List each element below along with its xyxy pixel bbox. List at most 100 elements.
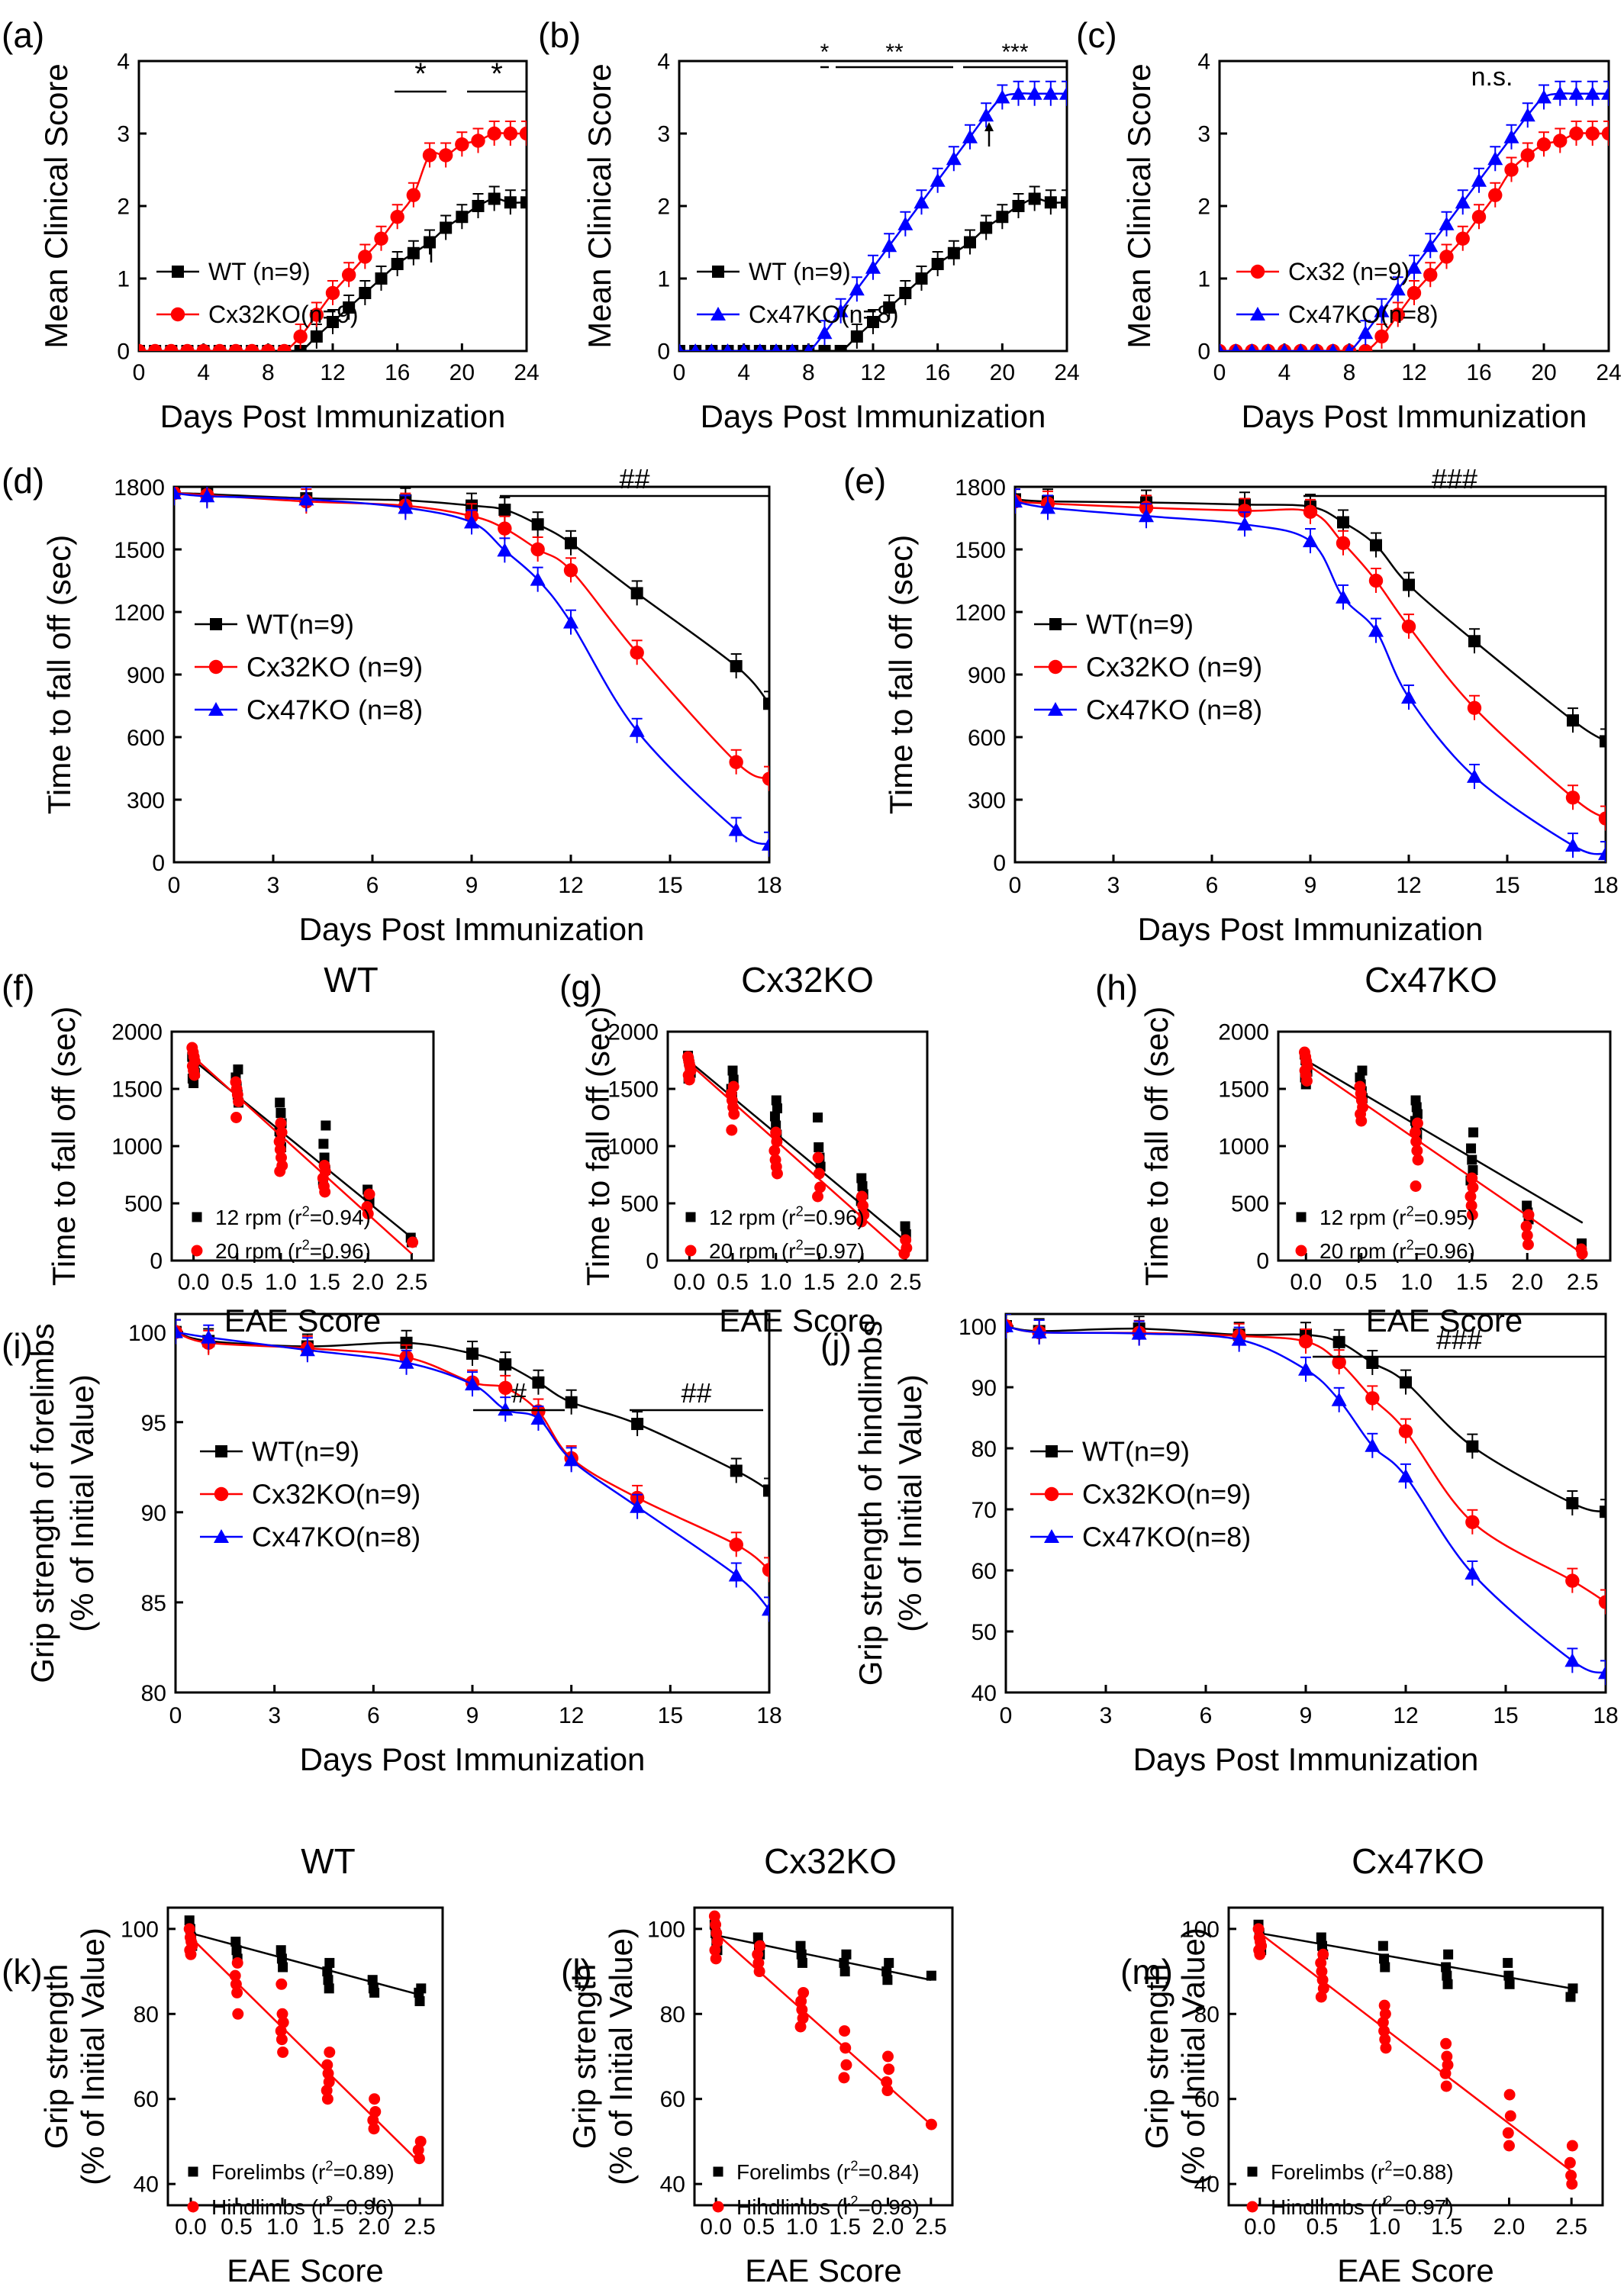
y-tick-label: 1200	[114, 601, 165, 626]
plot-area	[186, 1042, 419, 1254]
series-2-point	[1522, 1238, 1534, 1251]
series-2-point	[321, 2059, 334, 2071]
series-1-point	[531, 518, 544, 531]
series-1-point	[980, 221, 993, 234]
y-axis-title: Grip strength	[566, 1964, 602, 2150]
x-tick-label: 8	[262, 360, 275, 385]
series-2-point	[503, 126, 518, 141]
series-1-point	[771, 1095, 781, 1106]
legend-label: WT(n=9)	[246, 609, 354, 640]
series-1-point	[1380, 1962, 1390, 1973]
series-2-point	[710, 1918, 722, 1931]
x-tick-label: 0.0	[175, 2214, 207, 2240]
series-2-point	[726, 1124, 738, 1136]
series-2-point	[1379, 2034, 1391, 2046]
legend-label: Hindlimbs (r2=0.97)	[1271, 2194, 1454, 2219]
series-1-point	[1455, 231, 1470, 246]
series-1-point	[763, 1484, 769, 1497]
panel-letter: (m)	[1120, 1952, 1173, 1992]
legend-name: 20 rpm (r	[1320, 1239, 1406, 1263]
x-tick-label: 0.0	[1290, 1270, 1322, 1295]
y-tick-label: 1	[117, 267, 130, 292]
series-1-point	[899, 287, 912, 299]
legend-marker	[712, 266, 724, 278]
legend-name: Forelimbs (r	[211, 2160, 325, 2184]
x-tick-label: 1.0	[1400, 1270, 1432, 1295]
series-1-point	[867, 316, 879, 328]
x-tick-label: 0	[133, 360, 146, 385]
series-2-point	[708, 1910, 720, 1922]
series-2-point	[752, 1948, 764, 1960]
series-1-point	[520, 196, 527, 209]
x-tick-label: 0.0	[673, 1270, 705, 1295]
panel-i: (i) 0 3 6 9 12 15 18 80 85 90 95 100 Days Post Immuni…	[2, 1312, 782, 1777]
x-axis-title: Days Post Immunization	[701, 398, 1046, 434]
x-axis-title: Days Post Immunization	[299, 911, 645, 947]
series-1-point	[1466, 1143, 1477, 1154]
series-3-point	[1598, 846, 1606, 861]
y-tick-label: 60	[134, 2087, 159, 2112]
series-2-point	[319, 1186, 331, 1198]
y-tick-label: 300	[968, 788, 1006, 813]
x-tick-label: 16	[385, 360, 410, 385]
x-tick-label: 3	[268, 1703, 281, 1728]
significance-label: #	[511, 1377, 527, 1409]
x-axis-title: Days Post Immunization	[1138, 911, 1484, 947]
series-2-point	[1401, 619, 1416, 634]
x-axis-title: Days Post Immunization	[1133, 1741, 1479, 1777]
series-2-point	[1576, 1248, 1588, 1260]
series-3-point	[1139, 508, 1154, 523]
series-3-point	[465, 1377, 480, 1391]
y-axis-title-line2: (% of Initial Value)	[64, 1374, 100, 1632]
legend: 12 rpm (r2=0.95)20 rpm (r2=0.96)	[1295, 1204, 1475, 1263]
x-tick-label: 4	[737, 360, 750, 385]
x-tick-label: 1.0	[265, 1270, 297, 1295]
series-3-point	[176, 1324, 183, 1338]
series-2-point	[1465, 1200, 1477, 1212]
series-1-point	[1467, 1155, 1477, 1165]
series-1-point	[276, 1945, 286, 1956]
series-1-point	[839, 1966, 850, 1977]
series-1-point	[630, 587, 643, 600]
panel-k: (k) WT 0.0 0.5 1.0 1.5 2.0 2.5 40 60 80 100 EAE Scor…	[2, 1841, 444, 2288]
legend: Forelimbs (r2=0.89)Hindlimbs (r2=0.96)	[187, 2159, 395, 2219]
y-tick-label: 90	[972, 1376, 997, 1401]
y-tick-label: 300	[127, 788, 165, 813]
legend-superscript: 2	[850, 2159, 858, 2174]
series-1-point	[850, 330, 863, 343]
series-3-point	[728, 822, 744, 836]
legend-r2: =0.96)	[333, 2195, 394, 2219]
y-tick-label: 600	[968, 726, 1006, 751]
series-3-point	[199, 488, 215, 503]
x-tick-label: 0	[673, 360, 686, 385]
legend-label: Cx32 (n=9)	[1288, 258, 1410, 285]
series-2-point	[498, 1380, 513, 1396]
legend-label: 12 rpm (r2=0.94)	[215, 1204, 371, 1229]
legend-r2: =0.96)	[1414, 1239, 1475, 1263]
series-2-point	[362, 1208, 374, 1219]
series-1-point	[900, 1221, 910, 1232]
x-tick-label: 6	[1200, 1703, 1213, 1728]
series-2-fit-line	[688, 1063, 907, 1257]
series-1-point	[565, 536, 577, 549]
series-2-point	[231, 1986, 243, 1998]
legend-marker	[713, 2166, 723, 2177]
significance-label: ##	[619, 463, 649, 494]
series-1-point	[1468, 1127, 1479, 1138]
legend-r2: =0.96)	[310, 1239, 371, 1263]
legend-label: Cx32KO (n=9)	[246, 652, 423, 683]
y-axis-title: Mean Clinical Score	[1121, 63, 1157, 349]
x-tick-label: 15	[1494, 873, 1519, 898]
x-tick-label: 12	[1396, 873, 1421, 898]
series-2-point	[1601, 85, 1609, 100]
series-2-point	[1377, 2016, 1389, 2028]
series-3-point	[1015, 494, 1023, 508]
series-2-point	[188, 1069, 201, 1081]
series-1-point	[456, 211, 469, 224]
series-2-point	[762, 1563, 769, 1577]
legend: WT (n=9) Cx32KO(n=9)	[156, 258, 359, 328]
y-tick-label: 90	[141, 1501, 166, 1526]
x-tick-label: 1.0	[760, 1270, 792, 1295]
y-tick-label: 500	[124, 1192, 163, 1217]
series-2-point	[519, 126, 527, 141]
